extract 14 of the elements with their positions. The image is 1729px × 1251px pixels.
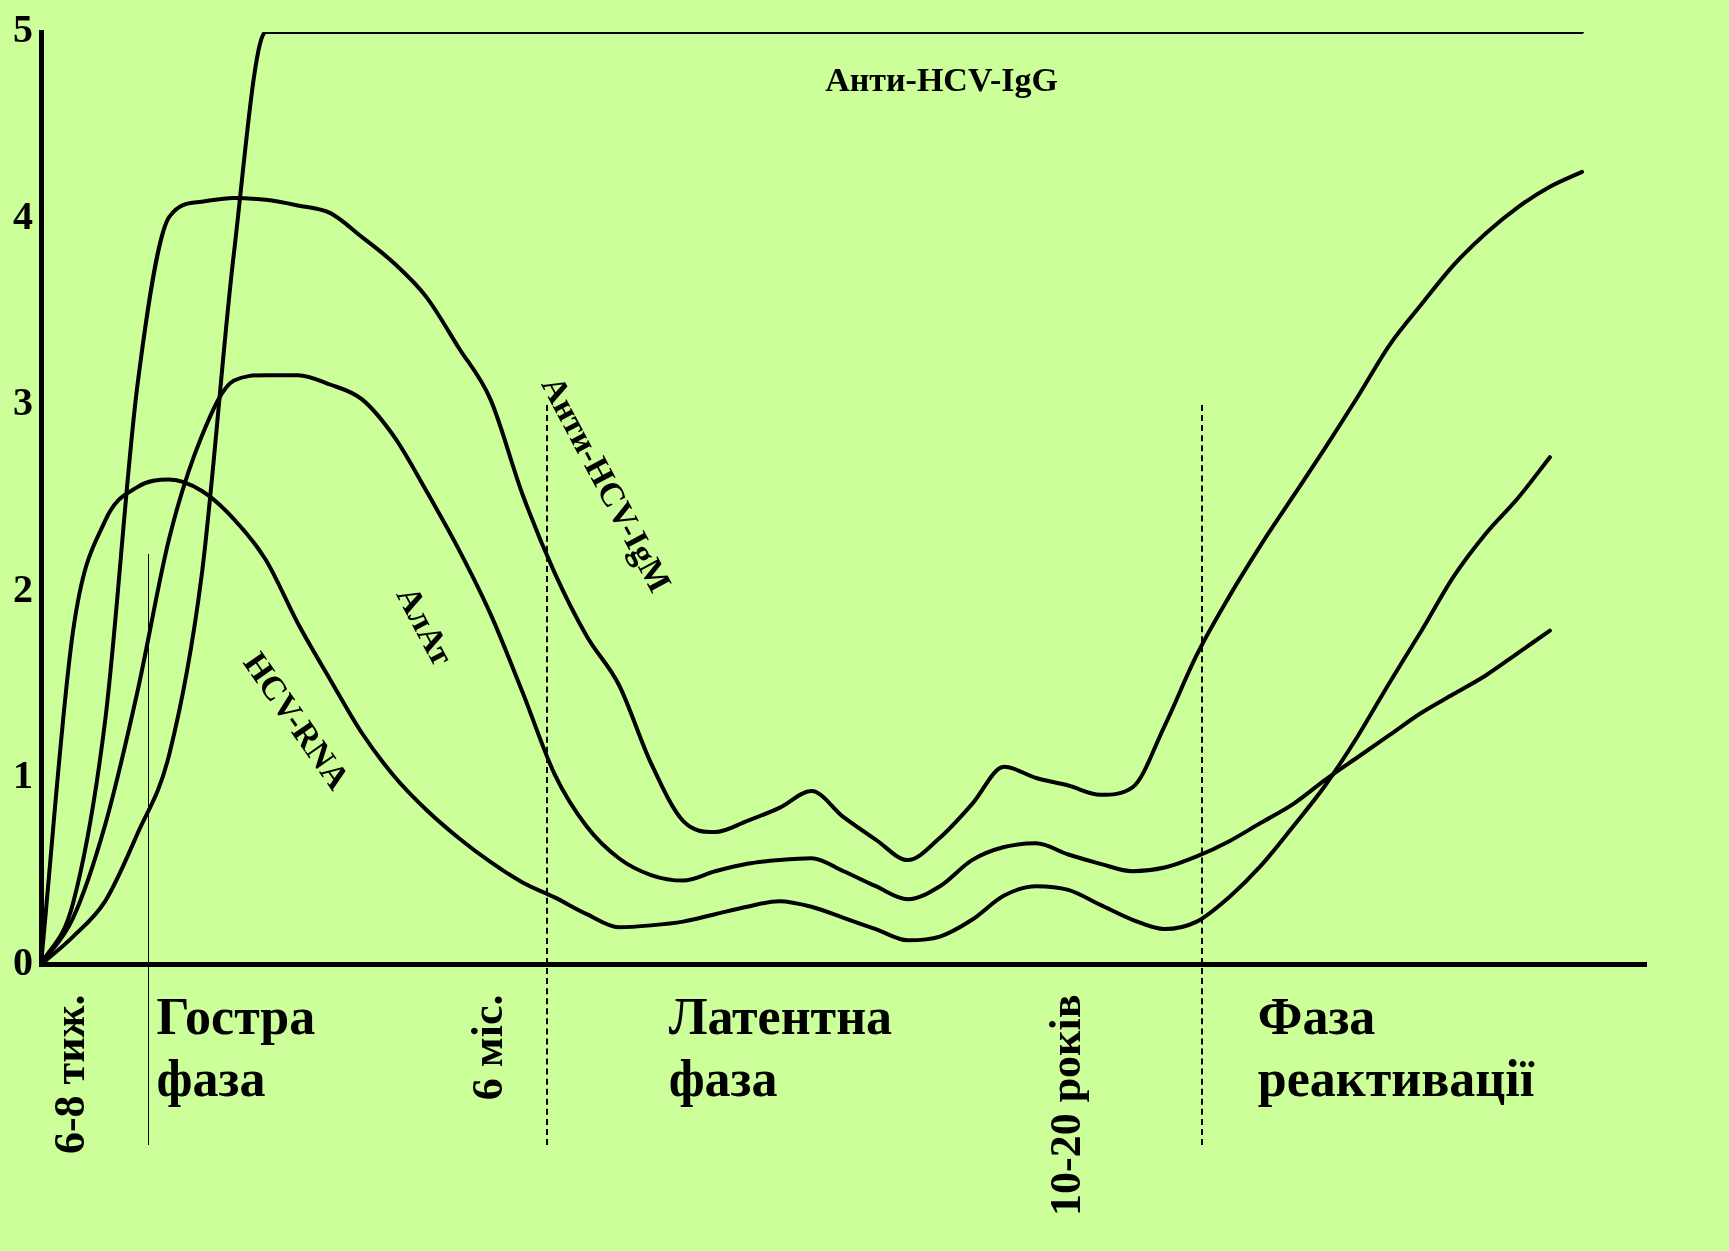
x-tick-label: 10-20 років — [1040, 994, 1090, 1217]
text: Латентна фаза — [668, 987, 893, 1107]
x-tick-label: 6-8 тиж. — [45, 994, 95, 1155]
y-tick-label: 5 — [13, 6, 33, 52]
annotation: Анти-HCV-IgG — [825, 61, 1058, 99]
y-tick-label: 4 — [13, 192, 33, 238]
y-tick-label: 1 — [13, 752, 33, 798]
text: Гостра фаза — [156, 987, 316, 1107]
y-tick-label: 2 — [13, 565, 33, 611]
y-tick-label: 0 — [13, 938, 33, 984]
annotation: АлАт — [389, 580, 462, 672]
x-tick-label: 6 міс. — [462, 994, 512, 1101]
y-tick-label: 3 — [13, 379, 33, 425]
text: Фаза реактивації — [1257, 987, 1535, 1107]
